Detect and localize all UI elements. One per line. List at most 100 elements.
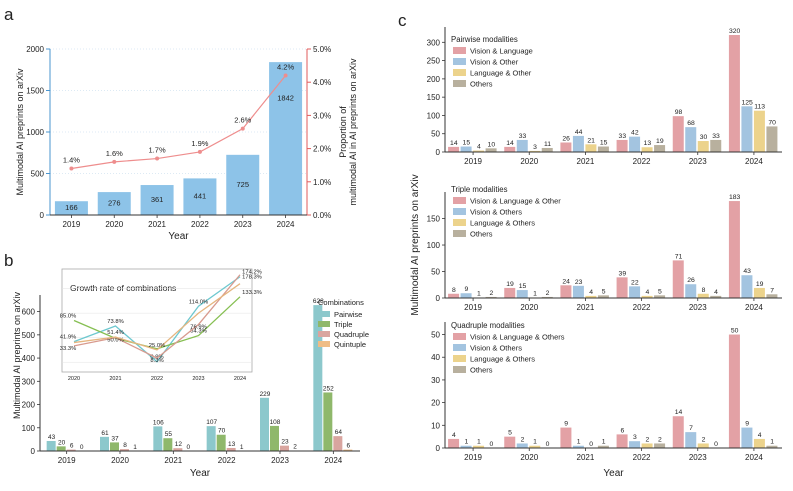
a-y-tick-label: 1000: [26, 128, 44, 137]
b-inset-point-label: 50.0%: [107, 338, 123, 344]
c-bar-value-label: 1: [533, 290, 537, 297]
a-proportion-point: [240, 126, 245, 131]
c-bar: [460, 146, 472, 152]
c-bar: [473, 445, 485, 448]
c-bar: [448, 438, 460, 448]
c-x-tick-label: 2021: [577, 453, 595, 462]
c-bar-value-label: 50: [731, 328, 739, 335]
c-bar: [741, 275, 753, 298]
a-x-tick-label: 2022: [191, 220, 209, 229]
b-bar-quadruple: [333, 436, 343, 451]
a-y2-axis-label: Proportion ofmultimodal AI in AI preprin…: [338, 58, 358, 206]
c-bar-value-label: 10: [488, 141, 496, 148]
c-bar: [672, 260, 684, 298]
b-bar-value-label: 2: [293, 444, 297, 451]
b-inset-line-pairwise: [73, 276, 241, 363]
c-bar: [560, 142, 572, 152]
c-y-tick-label: 40: [431, 353, 440, 362]
c-bar: [572, 135, 584, 152]
c-x-tick-label: 2022: [633, 303, 651, 312]
b-inset-x-tick-label: 2022: [151, 376, 163, 382]
c-x-axis-label: Year: [603, 468, 624, 479]
c-bar-value-label: 30: [700, 134, 708, 141]
b-y-axis-label: Multimodal AI preprints on arXiv: [12, 291, 22, 419]
b-bar-value-label: 37: [111, 435, 119, 442]
a-y2-tick-label: 5.0%: [313, 45, 331, 54]
b-y-tick-label: 0: [31, 447, 36, 456]
b-bar-value-label: 43: [48, 434, 56, 441]
a-proportion-label: 1.7%: [149, 146, 166, 155]
c-bar: [629, 136, 641, 152]
c-bar: [585, 144, 597, 152]
b-inset-x-tick-label: 2020: [68, 376, 80, 382]
b-bar-value-label: 628: [313, 298, 324, 305]
a-proportion-label: 1.6%: [106, 149, 123, 158]
b-bar-quadruple: [120, 449, 129, 451]
c-y-tick-label: 50: [431, 130, 440, 139]
b-x-tick-label: 2021: [164, 456, 182, 465]
b-inset-point-label: 51.4%: [107, 330, 123, 336]
c-bar: [672, 416, 684, 448]
a-bar: [183, 178, 217, 215]
b-inset-x-tick-label: 2023: [192, 376, 204, 382]
c-legend-label: Vision & Language & Others: [470, 333, 565, 342]
b-legend-swatch: [318, 331, 330, 337]
panel-label-a: a: [4, 5, 14, 24]
b-bar-value-label: 70: [218, 428, 226, 435]
c-bar-value-label: 4: [645, 289, 649, 296]
c-bar-value-label: 5: [508, 430, 512, 437]
c-legend-label: Vision & Language: [470, 47, 533, 56]
c-bar-value-label: 24: [562, 278, 570, 285]
c-y-tick-label: 20: [431, 399, 440, 408]
a-y-tick-label: 500: [31, 170, 45, 179]
a-proportion-label: 2.6%: [234, 116, 251, 125]
c-y-tick-label: 200: [427, 75, 441, 84]
a-y-tick-label: 0: [40, 211, 45, 220]
b-bar-pairwise: [206, 426, 216, 451]
c-bar: [597, 295, 609, 298]
c-legend-swatch: [453, 208, 466, 215]
c-x-tick-label: 2024: [745, 453, 763, 462]
b-y-tick-label: 400: [22, 354, 36, 363]
a-y-tick-label: 1500: [26, 87, 44, 96]
c-bar: [460, 293, 472, 298]
b-bar-value-label: 0: [80, 444, 84, 451]
c-x-tick-label: 2021: [577, 157, 595, 166]
c-bar: [485, 296, 497, 298]
c-bar-value-label: 2: [489, 290, 493, 297]
c-bar: [641, 295, 653, 298]
c-bar: [629, 286, 641, 298]
c-bar: [616, 277, 628, 298]
c-bar: [504, 436, 516, 448]
c-bar-value-label: 113: [754, 104, 765, 111]
c-bar-value-label: 33: [519, 133, 527, 140]
a-y2-tick-label: 3.0%: [313, 111, 331, 120]
c-bar: [766, 294, 778, 298]
c-bar: [516, 443, 528, 448]
b-bar-value-label: 0: [187, 444, 191, 451]
c-legend-label: Language & Other: [470, 69, 532, 78]
a-bar: [269, 62, 303, 215]
c-y-tick-label: 10: [431, 421, 440, 430]
c-bar-value-label: 22: [631, 279, 639, 286]
c-bar: [560, 427, 572, 448]
c-bar-value-label: 2: [645, 436, 649, 443]
c-bar-value-label: 1: [602, 439, 606, 446]
c-bar: [541, 296, 553, 298]
b-inset-point-label: 54.3%: [190, 329, 206, 335]
c-legend-swatch: [453, 344, 466, 351]
c-bar: [728, 334, 740, 448]
c-bar-value-label: 1: [533, 439, 537, 446]
c-bar: [654, 145, 666, 152]
b-inset-point-label: 178.3%: [242, 275, 262, 281]
a-x-tick-label: 2019: [63, 220, 81, 229]
b-inset-x-tick-label: 2021: [109, 376, 121, 382]
c-bar: [672, 116, 684, 152]
a-y2-tick-label: 2.0%: [313, 145, 331, 154]
c-bar-value-label: 4: [452, 432, 456, 439]
c-bar: [741, 427, 753, 448]
c-bar: [560, 285, 572, 298]
panel-label-c: c: [398, 11, 407, 30]
b-inset-point-label: 174.2%: [242, 270, 262, 276]
